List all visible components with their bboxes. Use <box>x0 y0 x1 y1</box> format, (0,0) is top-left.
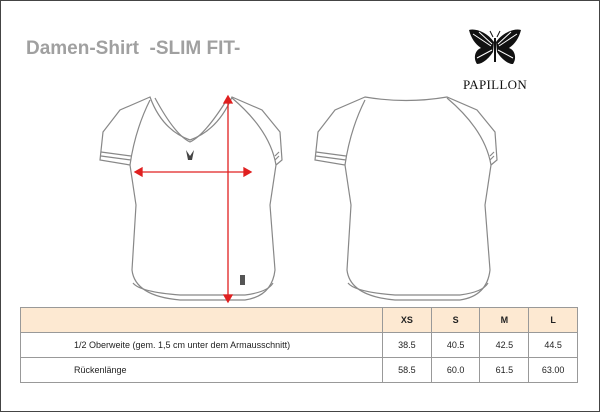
table-cell: 63.00 <box>528 357 578 383</box>
table-cell: 42.5 <box>479 332 530 358</box>
table-cell: 60.0 <box>430 357 481 383</box>
size-header: S <box>430 307 481 333</box>
row-label: 1/2 Oberweite (gem. 1,5 cm unter dem Arm… <box>20 332 383 358</box>
table-cell: 44.5 <box>528 332 578 358</box>
size-header: M <box>479 307 530 333</box>
label-tag <box>240 275 245 285</box>
shirt-drawings <box>99 94 498 304</box>
row-label: Rückenlänge <box>20 357 383 383</box>
page-title: Damen-Shirt -SLIM FIT- <box>26 38 241 59</box>
butterfly-icon <box>469 29 521 64</box>
table-cell: 58.5 <box>381 357 432 383</box>
brand-logo: PAPILLON <box>455 28 535 93</box>
size-table: XS S M L 1/2 Oberweite (gem. 1,5 cm unte… <box>20 307 578 383</box>
table-header-row: XS S M L <box>20 307 578 333</box>
table-cell: 38.5 <box>381 332 432 358</box>
shirt-back <box>314 96 498 301</box>
table-cell: 61.5 <box>479 357 530 383</box>
table-row: 1/2 Oberweite (gem. 1,5 cm unter dem Arm… <box>20 332 578 358</box>
logo-mark-icon <box>186 150 194 160</box>
back-length-arrow <box>222 94 234 304</box>
size-header: L <box>528 307 578 333</box>
table-row: Rückenlänge 58.5 60.0 61.5 63.00 <box>20 357 578 383</box>
brand-name: PAPILLON <box>462 77 528 92</box>
shirt-front <box>99 96 283 301</box>
size-header: XS <box>381 307 432 333</box>
header-empty-cell <box>20 307 383 333</box>
chest-width-arrow <box>133 166 253 178</box>
table-cell: 40.5 <box>430 332 481 358</box>
